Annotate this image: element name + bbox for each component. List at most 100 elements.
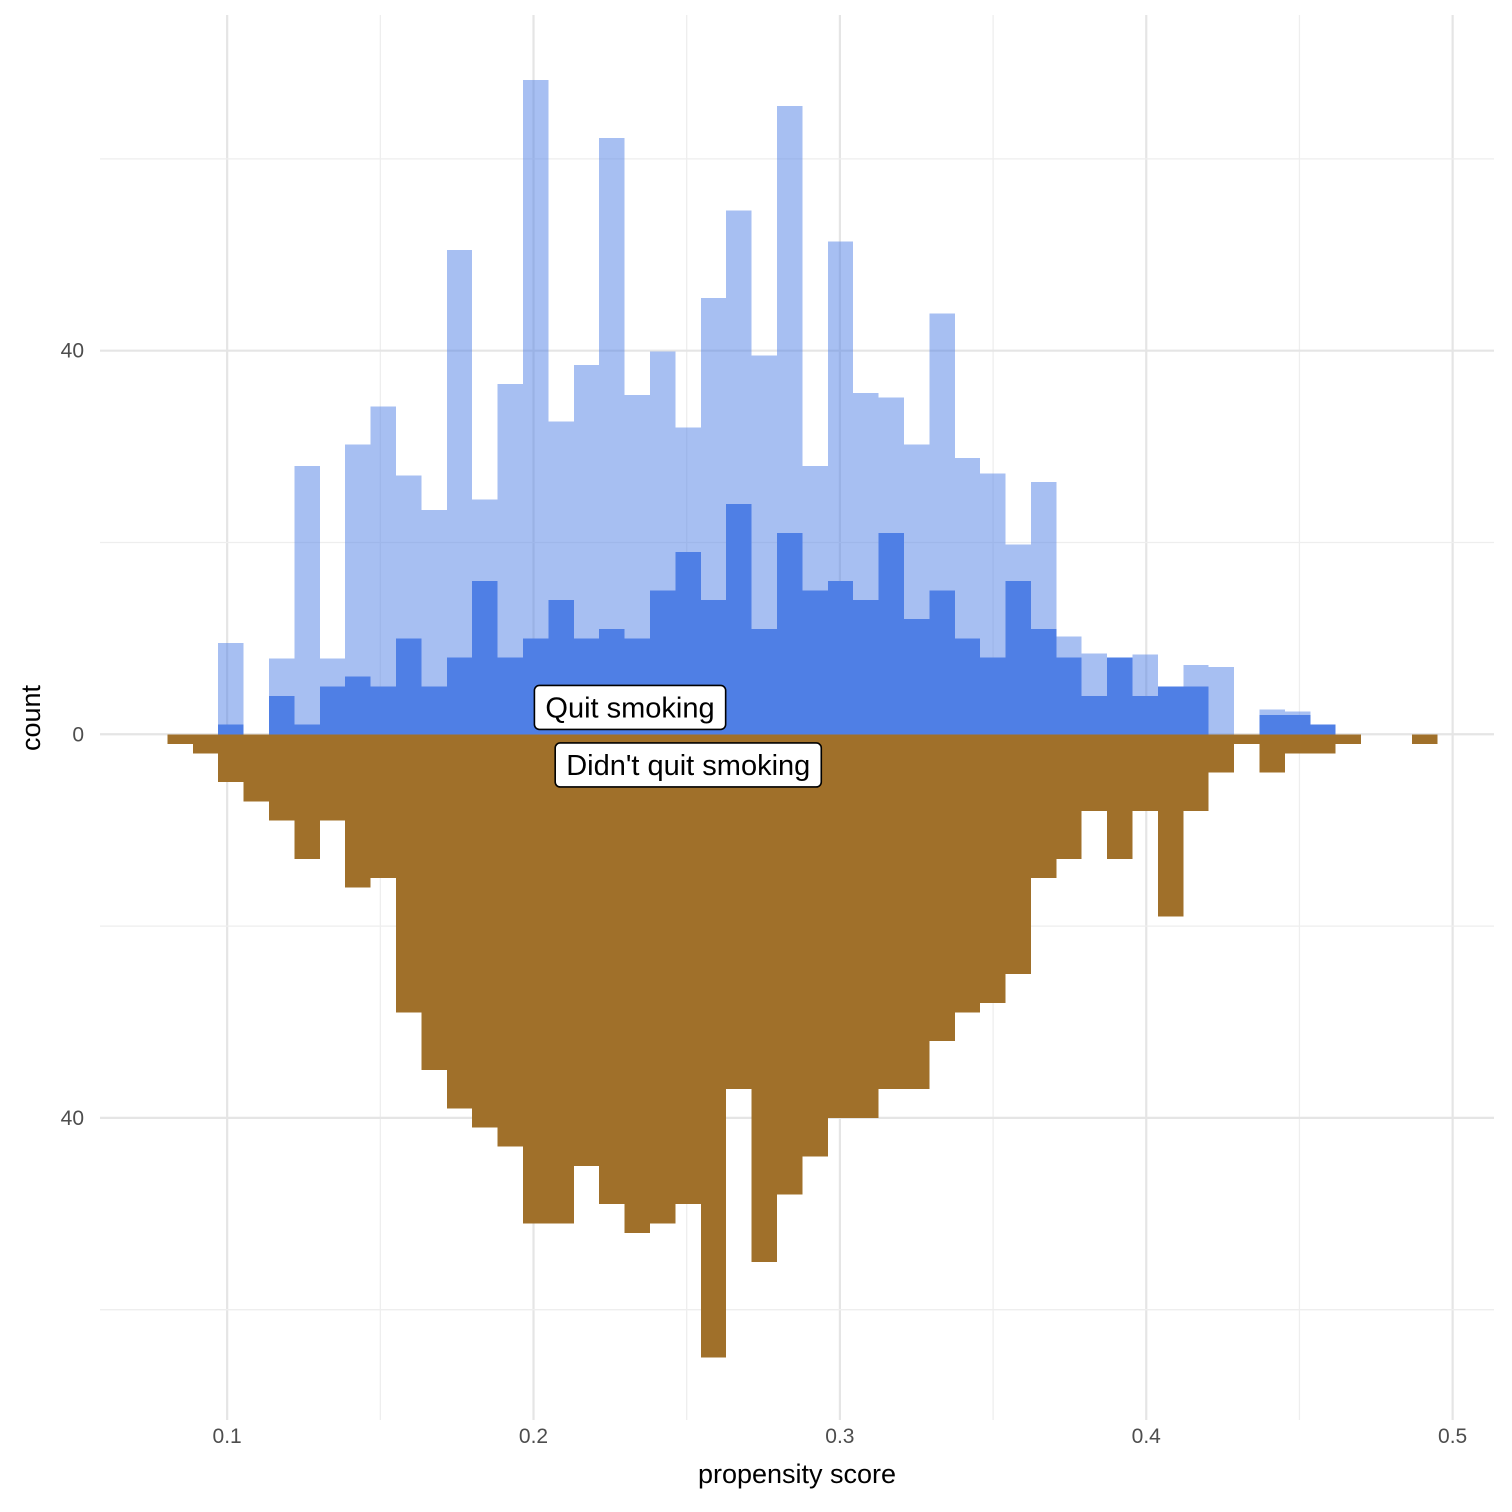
annotation-text: Quit smoking [545,692,714,724]
not-quit-bar [268,734,295,821]
quit-bar [294,724,320,735]
not-quit-bar [1208,734,1235,773]
not-quit-bar [929,734,955,1042]
quit-bar [726,504,752,735]
not-quit-bar [776,734,803,1195]
quit-bar [1132,695,1158,735]
x-axis-title: propensity score [698,1459,896,1489]
annotation-label: Didn't quit smoking [554,742,823,788]
quit-bar [1005,580,1031,735]
not-quit-bar [751,734,777,1262]
not-quit-bar [1005,734,1031,975]
not-quit-bar [446,734,473,1109]
quit-bar [370,686,396,735]
not-quit-bar [1030,734,1057,879]
quit-bar [802,590,828,735]
not-quit-bar [1259,734,1285,773]
quit-bar [776,532,803,735]
quit-bar [1056,657,1082,735]
x-tick-label: 0.1 [213,1425,242,1448]
y-tick-label: 40 [61,340,84,363]
quit-bar [827,580,854,735]
not-quit-bar [954,734,981,1013]
not-quit-bar [1284,734,1311,754]
not-quit-bar [1107,734,1133,859]
annotation-text: Didn't quit smoking [566,750,810,782]
not-quit-bar [1132,734,1158,812]
x-tick-label: 0.2 [519,1425,548,1448]
quit-bar [1081,695,1108,735]
quit-bar [1310,724,1336,735]
y-tick-label: 40 [61,1107,84,1130]
quit-bar [497,657,523,735]
not-quit-bar [827,734,854,1118]
quit-bar [268,695,295,735]
not-quit-bar [1056,734,1082,859]
quit-bar [980,657,1006,735]
quit-bar [903,619,930,735]
not-quit-bar [319,734,346,821]
not-quit-bar [573,734,600,1166]
quit-bar [218,724,244,735]
not-quit-bar [345,734,371,888]
quit-bar [878,532,904,735]
not-quit-bar [624,734,650,1233]
x-tick-label: 0.5 [1438,1425,1467,1448]
y-tick-label: 0 [72,723,84,746]
not-quit-bar [649,734,676,1224]
quit-bar [1107,657,1133,735]
not-quit-bar [472,734,498,1128]
quit-bar [345,676,371,735]
quit-weighted-bar [522,80,549,735]
not-quit-bar [1411,734,1438,744]
quit-bar [446,657,473,735]
not-quit-bar [421,734,447,1070]
quit-bar [1030,628,1057,735]
annotation-label: Quit smoking [533,684,727,731]
not-quit-bar [294,734,320,859]
not-quit-bar [1081,734,1108,812]
quit-bar [1284,715,1311,735]
quit-bar [751,628,777,735]
quit-weighted-bar [446,249,473,735]
not-quit-bar [218,734,244,783]
not-quit-bar [1310,734,1336,754]
not-quit-bar [192,734,219,754]
quit-bar [1183,686,1209,735]
not-quit-bar [980,734,1006,1003]
quit-weighted-bar [294,465,320,735]
not-quit-bar [548,734,574,1224]
not-quit-bar [1234,734,1260,744]
quit-weighted-bar [1208,667,1235,735]
annotations: Quit smoking Didn't quit smoking [533,684,823,788]
quit-bar [954,638,981,735]
y-axis-title: count [16,684,46,751]
not-quit-bar [370,734,396,879]
not-quit-bar [903,734,930,1090]
not-quit-bar [395,734,422,1013]
annotation-box [554,742,823,788]
quit-weighted-bar [370,406,396,735]
not-quit-bar [599,734,625,1205]
tick-labels: 0.1 0.2 0.3 0.4 0.5 40 0 40 [61,340,1468,1448]
x-tick-label: 0.4 [1132,1425,1162,1448]
not-quit-bar [1335,734,1362,744]
annotation-box [533,684,727,731]
quit-bar [319,686,346,735]
not-quit-bar [853,734,879,1118]
quit-bar [929,590,955,735]
x-tick-label: 0.3 [825,1425,854,1448]
not-quit-bar [700,734,727,1358]
quit-bar [853,600,879,735]
quit-bar [1259,715,1285,735]
not-quit-bar [1183,734,1209,812]
quit-weighted-bar [218,643,244,735]
not-quit-bar [726,734,752,1090]
not-quit-bar [497,734,523,1147]
quit-bar [395,638,422,735]
quit-bar [421,686,447,735]
not-quit-bar [675,734,701,1205]
not-quit-bar [167,734,193,744]
not-quit-bar [802,734,828,1157]
